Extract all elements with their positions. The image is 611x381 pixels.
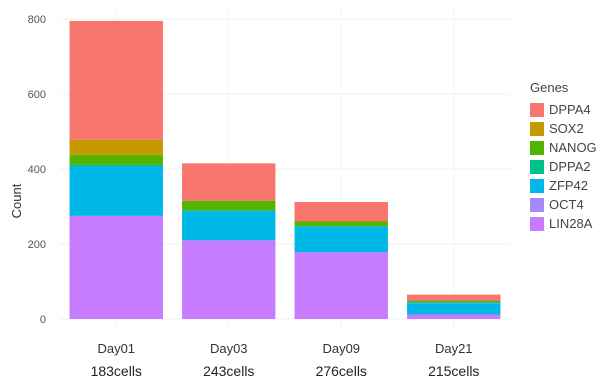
x-tick-label: Day09: [322, 341, 360, 356]
y-tick-label: 800: [28, 14, 46, 26]
bar-segment-lin28a-day21: [407, 314, 501, 319]
legend-label: ZFP42: [549, 178, 589, 193]
legend-item-dppa4: DPPA4: [530, 100, 597, 119]
y-axis-label: Count: [9, 183, 24, 218]
legend-item-nanog: NANOG: [530, 138, 597, 157]
legend-swatch: [530, 102, 544, 117]
x-tick-label: Day03: [210, 341, 248, 356]
y-tick-label: 400: [28, 164, 46, 176]
legend-swatch: [530, 159, 544, 174]
bar-segment-sox2-day01: [69, 139, 163, 155]
bar-segment-lin28a-day03: [182, 240, 276, 319]
x-tick-labels: Day01 183cells Day03 243cells Day09 276cells D…: [91, 341, 480, 379]
legend-label: SOX2: [549, 121, 584, 136]
bar-segment-dppa4-day09: [294, 202, 388, 222]
legend-label: DPPA2: [549, 159, 591, 174]
bar-segment-lin28a-day09: [294, 252, 388, 319]
bar-segment-dppa2-day01: [69, 164, 163, 166]
x-tick-label: Day21: [435, 341, 473, 356]
legend-item-lin28a: LIN28A: [530, 214, 597, 233]
x-tick-sublabel: 276cells: [316, 363, 367, 379]
legend-item-zfp42: ZFP42: [530, 176, 597, 195]
bar-segment-dppa4-day21: [407, 294, 501, 301]
legend-item-sox2: SOX2: [530, 119, 597, 138]
legend-swatch: [530, 216, 544, 231]
x-tick-label: Day01: [97, 341, 135, 356]
y-tick-labels: 0 200 400 600 800: [28, 14, 46, 326]
bar-segment-dppa2-day09: [294, 226, 388, 227]
bar-segment-dppa4-day03: [182, 163, 276, 201]
bar-segment-nanog-day09: [294, 221, 388, 226]
legend: Genes DPPA4 SOX2 NANOG DPPA2 ZFP42 OCT4 LIN28A: [530, 80, 597, 233]
bar-segment-dppa2-day21: [407, 302, 501, 304]
bar-segment-zfp42-day21: [407, 303, 501, 315]
bar-segment-zfp42-day01: [69, 166, 163, 216]
legend-item-oct4: OCT4: [530, 195, 597, 214]
bar-segment-dppa2-day03: [182, 210, 276, 211]
legend-label: OCT4: [549, 197, 584, 212]
bar-segment-nanog-day21: [407, 301, 501, 303]
legend-swatch: [530, 178, 544, 193]
legend-swatch: [530, 140, 544, 155]
legend-swatch: [530, 197, 544, 212]
bar-segment-lin28a-day01: [69, 215, 163, 319]
x-tick-sublabel: 243cells: [203, 363, 254, 379]
y-tick-label: 0: [40, 314, 46, 326]
bar-segment-zfp42-day09: [294, 226, 388, 253]
legend-label: NANOG: [549, 140, 597, 155]
bar-segment-dppa4-day01: [69, 20, 163, 140]
legend-items: DPPA4 SOX2 NANOG DPPA2 ZFP42 OCT4 LIN28A: [530, 100, 597, 233]
bar-segment-zfp42-day03: [182, 211, 276, 241]
y-tick-label: 200: [28, 239, 46, 251]
y-tick-label: 600: [28, 89, 46, 101]
x-tick-sublabel: 215cells: [428, 363, 479, 379]
bars: [69, 20, 501, 319]
x-tick-sublabel: 183cells: [91, 363, 142, 379]
legend-swatch: [530, 121, 544, 136]
legend-label: LIN28A: [549, 216, 593, 231]
legend-item-dppa2: DPPA2: [530, 157, 597, 176]
bar-segment-nanog-day03: [182, 200, 276, 211]
bar-segment-nanog-day01: [69, 154, 163, 165]
legend-title: Genes: [530, 80, 569, 95]
legend-label: DPPA4: [549, 102, 591, 117]
